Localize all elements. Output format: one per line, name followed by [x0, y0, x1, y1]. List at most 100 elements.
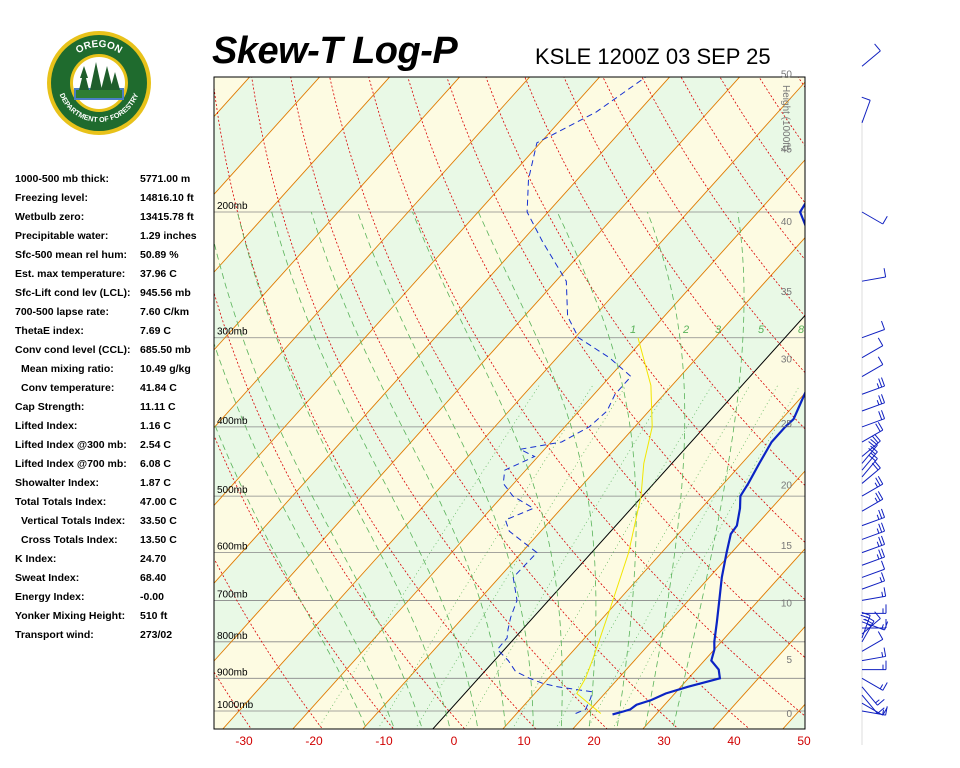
- index-label: Energy Index:: [15, 591, 85, 603]
- wind-barb: [861, 508, 886, 527]
- wind-barb: [861, 587, 887, 601]
- index-value: 33.50 C: [140, 515, 177, 527]
- index-row: Conv cond level (CCL): 685.50 mb: [15, 341, 210, 360]
- index-value: 13415.78 ft: [140, 211, 194, 223]
- index-label: Est. max temperature:: [15, 268, 126, 280]
- index-row: Vertical Totals Index: 33.50 C: [15, 512, 210, 531]
- moist-adiabat: [214, 240, 422, 727]
- index-label: Yonker Mixing Height:: [15, 610, 126, 622]
- height-tick: 15: [781, 541, 793, 552]
- index-value: 41.84 C: [140, 382, 177, 394]
- dry-adiabat: [214, 291, 466, 729]
- moist-adiabat: [673, 211, 745, 727]
- height-axis-title: Height (1000ft): [780, 85, 791, 151]
- temperature-tick: 50: [797, 734, 811, 748]
- wind-barb: [861, 491, 884, 512]
- wind-barb: [861, 631, 884, 652]
- dry-adiabat: [641, 77, 805, 317]
- index-label: Sfc-500 mean rel hum:: [15, 249, 128, 261]
- wind-barb: [861, 611, 881, 635]
- stability-indices-panel: 1000-500 mb thick: 5771.00 m Freezing leve…: [15, 170, 210, 645]
- wind-barb: [861, 621, 889, 631]
- wind-barb: [861, 337, 884, 359]
- moist-adiabat: [310, 211, 506, 727]
- wind-barb: [861, 43, 881, 67]
- dry-adiabat: [368, 77, 805, 717]
- index-value: 50.89 %: [140, 249, 179, 261]
- isotherm-line: [214, 77, 461, 351]
- wind-barb: [861, 433, 881, 457]
- index-value: 68.40: [140, 572, 167, 584]
- index-row: Lifted Index @700 mb: 6.08 C: [15, 455, 210, 474]
- index-value: 6.08 C: [140, 458, 171, 470]
- temperature-band: [782, 704, 805, 729]
- index-value: 1.29 inches: [140, 230, 197, 242]
- mixing-ratio-label: 5: [758, 324, 765, 336]
- index-value: 37.96 C: [140, 268, 177, 280]
- isotherm-line: [214, 77, 601, 507]
- dry-adiabat: [290, 77, 679, 729]
- index-value: 2.54 C: [140, 439, 171, 451]
- mixing-ratio-line: [513, 385, 713, 727]
- index-label: Total Totals Index:: [15, 496, 107, 508]
- wind-barb: [861, 460, 881, 484]
- index-row: K Index: 24.70: [15, 550, 210, 569]
- index-label: Vertical Totals Index:: [21, 515, 126, 527]
- station-time-label: KSLE 1200Z 03 SEP 25: [535, 44, 771, 69]
- wind-barb: [861, 452, 878, 478]
- dry-adiabat: [874, 0, 960, 741]
- index-row: 1000-500 mb thick: 5771.00 m: [15, 170, 210, 189]
- pressure-label: 400mb: [217, 416, 248, 427]
- isotherm-line: [292, 159, 805, 729]
- index-value: 7.60 C/km: [140, 306, 190, 318]
- pressure-label: 1000mb: [217, 700, 254, 711]
- wind-barb: [861, 320, 886, 339]
- isotherm-line: [222, 81, 805, 729]
- wind-barb: [861, 410, 886, 428]
- plot-area: [214, 0, 960, 741]
- index-row: Freezing level: 14816.10 ft: [15, 189, 210, 208]
- temperature-tick: -10: [375, 734, 393, 748]
- height-tick: 45: [781, 145, 793, 156]
- isotherm-line: [214, 77, 671, 584]
- pressure-label: 600mb: [217, 542, 248, 553]
- plot-frame: [213, 76, 806, 730]
- isotherm-line: [362, 236, 805, 729]
- index-label: ThetaE index:: [15, 325, 84, 337]
- temperature-tick: 30: [657, 734, 671, 748]
- moist-adiabat: [645, 211, 686, 727]
- index-value: 24.70: [140, 553, 167, 565]
- wind-barb: [862, 604, 887, 614]
- index-row: Mean mixing ratio: 10.49 g/kg: [15, 360, 210, 379]
- wind-barb: [860, 611, 871, 639]
- index-row: Conv temperature: 41.84 C: [15, 379, 210, 398]
- dry-adiabat: [329, 77, 750, 729]
- temperature-tick: -30: [235, 734, 253, 748]
- moist-adiabat: [214, 421, 366, 727]
- svg-text:OREGON: OREGON: [74, 39, 124, 56]
- mixing-ratio-line: [379, 385, 593, 727]
- index-row: Sweat Index: 68.40: [15, 569, 210, 588]
- height-tick: 0: [786, 709, 792, 720]
- wind-barb: [861, 560, 886, 578]
- index-label: Wetbulb zero:: [15, 211, 85, 223]
- index-label: Lifted Index @300 mb:: [15, 439, 127, 451]
- index-row: ThetaE index: 7.69 C: [15, 322, 210, 341]
- index-row: Total Totals Index: 47.00 C: [15, 493, 210, 512]
- index-row: Cap Strength: 11.11 C: [15, 398, 210, 417]
- wind-barb: [861, 394, 886, 412]
- wind-barb: [861, 694, 885, 714]
- mixing-ratio-label: 8: [798, 324, 805, 336]
- temperature-tick: -20: [305, 734, 323, 748]
- temperature-profile: [612, 201, 805, 716]
- index-label: Lifted Index @700 mb:: [15, 458, 127, 470]
- index-label: 1000-500 mb thick:: [15, 173, 109, 185]
- page-title: Skew-T Log-P: [212, 30, 458, 72]
- index-label: Mean mixing ratio:: [21, 363, 114, 375]
- pressure-label: 200mb: [217, 201, 248, 212]
- index-row: Cross Totals Index: 13.50 C: [15, 531, 210, 550]
- index-label: Conv cond level (CCL):: [15, 344, 131, 356]
- mixing-ratio-line: [556, 385, 751, 727]
- wind-barb: [861, 677, 888, 691]
